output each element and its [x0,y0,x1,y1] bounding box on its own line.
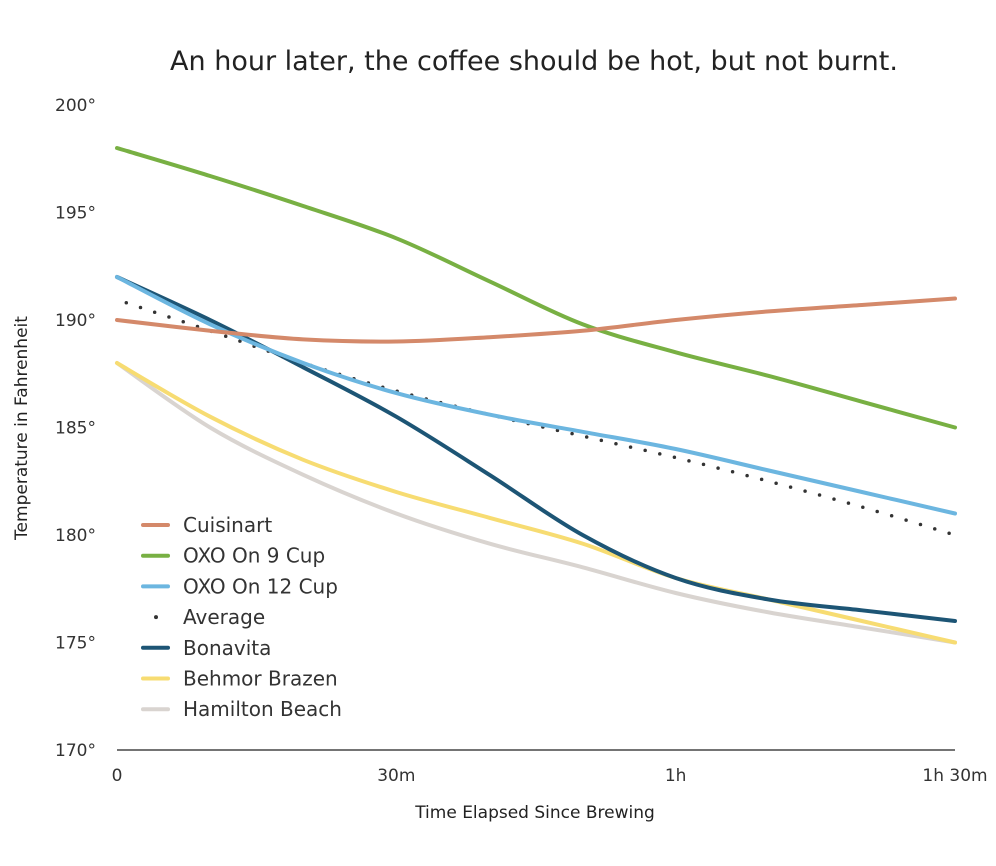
x-tick-label: 30m [377,766,415,786]
y-tick-labels: 170° 175° 180° 185° 190° 195° 200° [55,96,96,761]
series-layer [115,146,957,645]
legend-label: Bonavita [183,636,271,660]
legend-label: Hamilton Beach [183,697,342,721]
y-tick-label: 175° [55,634,96,654]
legend-label: OXO On 12 Cup [183,574,338,598]
x-tick-labels: 0 30m 1h 1h 30m [112,766,988,786]
x-tick-label: 0 [112,766,123,786]
series-line-behmor-brazen [115,361,957,645]
legend-item-cuisinart: Cuisinart [141,513,272,537]
legend-item-hamilton-beach: Hamilton Beach [141,697,342,721]
series-line-hamilton-beach [115,361,957,645]
series-line-bonavita [115,275,957,623]
x-tick-label: 1h [665,766,687,786]
legend: Cuisinart OXO On 9 Cup OXO On 12 Cup Averag… [141,513,342,721]
legend-item-bonavita: Bonavita [141,636,271,660]
y-axis-title: Temperature in Fahrenheit [12,316,32,541]
chart-title: An hour later, the coffee should be hot,… [170,46,898,77]
x-tick-label: 1h 30m [922,766,987,786]
legend-label: Behmor Brazen [183,667,338,691]
legend-item-behmor-brazen: Behmor Brazen [141,667,338,691]
y-tick-label: 170° [55,741,96,761]
legend-label: OXO On 9 Cup [183,544,325,568]
legend-label: Average [183,605,265,629]
legend-item-oxo-on-12-cup: OXO On 12 Cup [141,574,338,598]
series-line-oxo-on-9-cup [115,146,957,430]
series-line-average [124,301,957,537]
legend-swatch [154,615,158,620]
y-tick-label: 190° [55,311,96,331]
y-tick-label: 195° [55,204,96,224]
legend-item-oxo-on-9-cup: OXO On 9 Cup [141,544,325,568]
y-tick-label: 200° [55,96,96,116]
y-tick-label: 180° [55,526,96,546]
legend-item-average: Average [154,605,265,629]
y-tick-label: 185° [55,419,96,439]
legend-label: Cuisinart [183,513,272,537]
series-line-cuisinart [115,296,957,344]
x-axis-title: Time Elapsed Since Brewing [414,803,655,823]
series-line-oxo-on-12-cup [115,275,957,516]
